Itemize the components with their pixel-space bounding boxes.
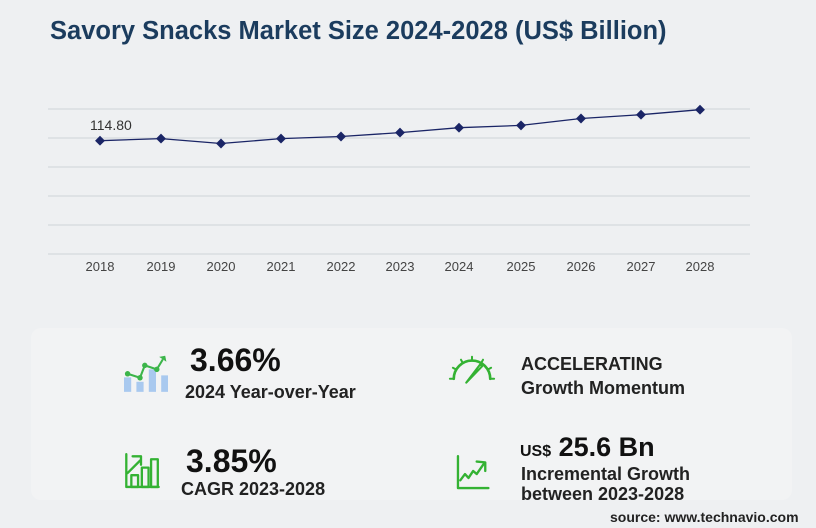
svg-text:2028: 2028 [686,259,715,274]
svg-text:2022: 2022 [327,259,356,274]
svg-text:2018: 2018 [86,259,115,274]
svg-text:2024: 2024 [445,259,474,274]
svg-text:2020: 2020 [207,259,236,274]
svg-text:2019: 2019 [147,259,176,274]
svg-text:2027: 2027 [627,259,656,274]
svg-text:2023: 2023 [386,259,415,274]
svg-text:114.80: 114.80 [90,117,132,133]
svg-text:2021: 2021 [267,259,296,274]
svg-text:2025: 2025 [507,259,536,274]
svg-text:2026: 2026 [567,259,596,274]
